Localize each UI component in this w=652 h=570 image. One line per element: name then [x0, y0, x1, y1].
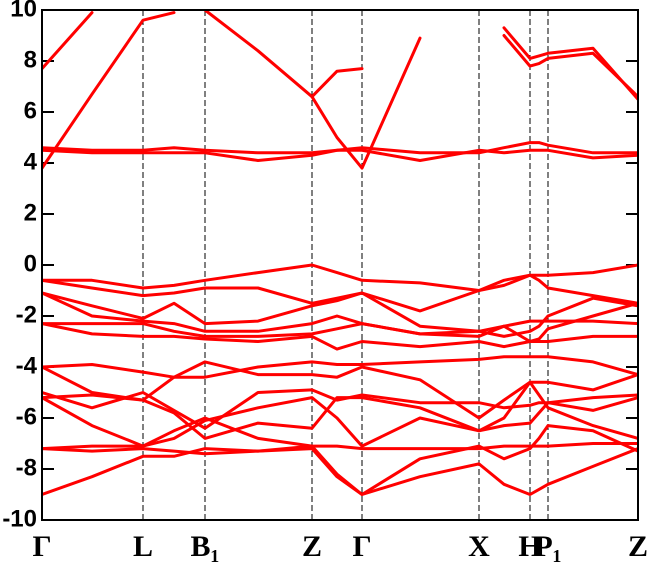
plot-frame [41, 9, 639, 521]
y-tick-label: -4 [16, 352, 38, 379]
y-tick-label: -8 [16, 454, 37, 481]
x-tick-label: L [133, 530, 153, 563]
band [42, 11, 176, 170]
band [42, 291, 638, 333]
band-layer [42, 10, 638, 496]
band [42, 263, 638, 292]
y-tick-label: 4 [24, 148, 38, 175]
y-tick-label: 10 [10, 0, 37, 22]
y-tick-label: 6 [24, 97, 37, 124]
y-tick-label: -10 [2, 505, 37, 532]
grid-layer [41, 9, 639, 521]
band [42, 322, 638, 351]
band [502, 34, 638, 99]
band [203, 10, 422, 170]
band [42, 393, 638, 440]
band [42, 141, 638, 155]
x-tick-label: X [468, 530, 490, 563]
x-tick-label: Γ [32, 530, 51, 563]
band [42, 148, 638, 162]
band [42, 444, 638, 496]
x-tick-label: Z [302, 530, 322, 563]
x-tick-label: Z [628, 530, 648, 563]
band [42, 301, 638, 343]
band [42, 388, 638, 430]
band [42, 360, 638, 420]
band [310, 67, 364, 99]
y-tick-label: 2 [24, 199, 37, 226]
y-tick-label: -2 [16, 301, 37, 328]
band [42, 416, 638, 451]
band [42, 380, 638, 448]
x-tick-label: P₁ [534, 530, 561, 563]
band [42, 273, 638, 313]
x-tick-label: Γ [352, 530, 371, 563]
x-tick-label: B₁ [190, 530, 219, 563]
y-tick-label: 0 [24, 250, 37, 277]
band [42, 11, 94, 71]
x-tick-label: H [518, 530, 541, 563]
band [502, 26, 638, 101]
band [42, 355, 638, 379]
y-tick-label: -6 [16, 403, 37, 430]
y-tick-label: 8 [24, 46, 37, 73]
